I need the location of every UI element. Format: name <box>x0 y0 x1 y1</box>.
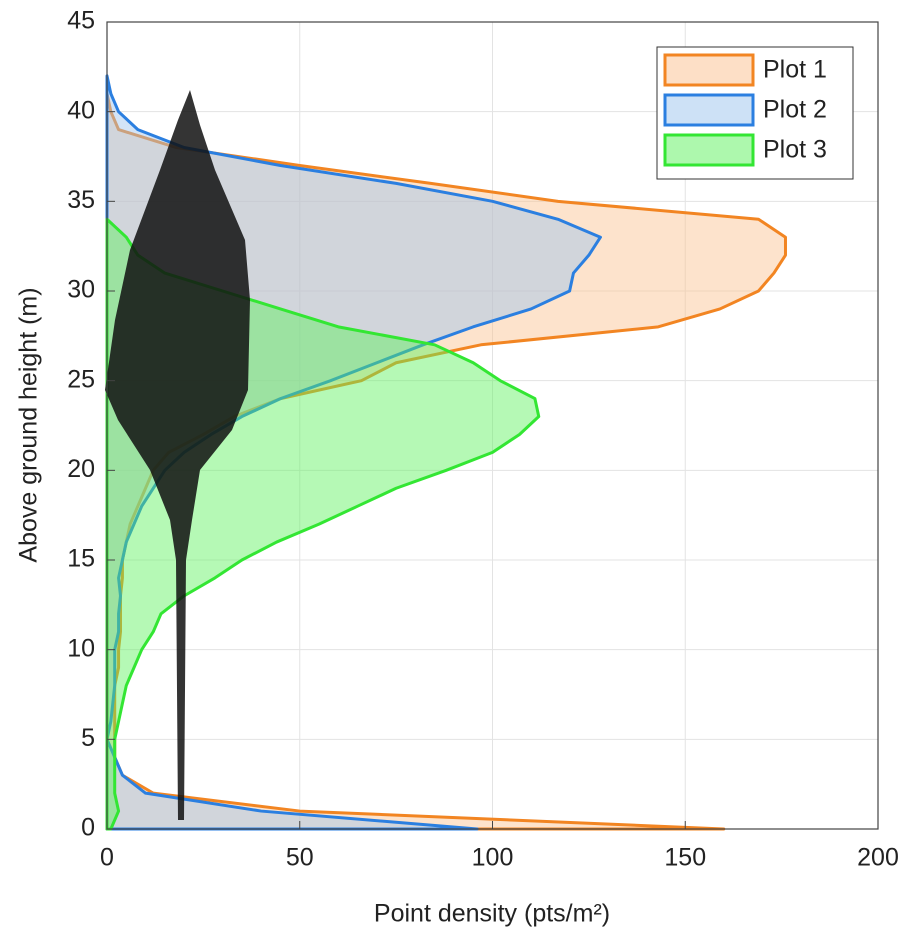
legend-label: Plot 2 <box>763 96 827 124</box>
ticks: 0 50 100 150 200 0 5 10 15 20 25 30 35 40 45 <box>67 7 899 872</box>
y-tick-label: 35 <box>67 186 95 214</box>
y-tick-label: 45 <box>67 7 95 35</box>
y-tick-label: 5 <box>81 724 95 752</box>
legend: Plot 1 Plot 2 Plot 3 <box>656 46 854 180</box>
y-tick-label: 0 <box>81 814 95 842</box>
y-axis-label: Above ground height (m) <box>15 287 43 562</box>
legend-label: Plot 3 <box>763 136 827 164</box>
y-tick-label: 25 <box>67 365 95 393</box>
tree-silhouette <box>105 90 250 820</box>
x-tick-label: 150 <box>664 844 706 872</box>
y-tick-label: 10 <box>67 634 95 662</box>
legend-swatch <box>663 93 755 127</box>
x-axis-label: Point density (pts/m²) <box>374 900 610 928</box>
y-tick-label: 20 <box>67 455 95 483</box>
x-tick-label: 100 <box>472 844 514 872</box>
legend-label: Plot 1 <box>763 56 827 84</box>
y-tick-label: 30 <box>67 276 95 304</box>
x-tick-label: 200 <box>857 844 899 872</box>
x-tick-label: 0 <box>100 844 114 872</box>
y-tick-label: 40 <box>67 96 95 124</box>
x-tick-label: 50 <box>286 844 314 872</box>
legend-swatch <box>663 133 755 167</box>
y-tick-label: 15 <box>67 545 95 573</box>
legend-swatch <box>663 53 755 87</box>
